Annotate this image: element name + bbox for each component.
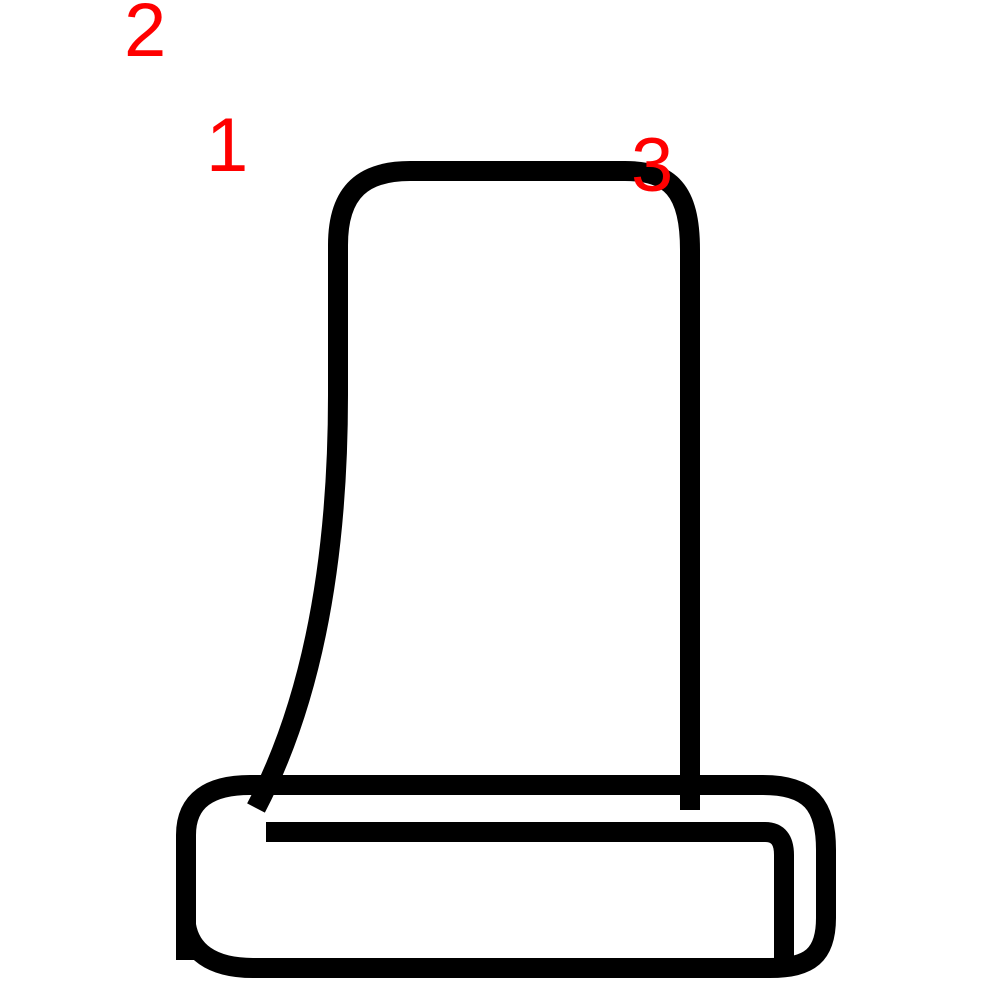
marker-label-3: 3 xyxy=(631,123,674,208)
upright-outline-stroke xyxy=(247,161,700,813)
marker-label-1: 1 xyxy=(206,103,249,188)
inner-hook-stroke xyxy=(266,822,794,960)
marker-label-2: 2 xyxy=(124,0,167,73)
base-outline-stroke xyxy=(176,775,836,978)
